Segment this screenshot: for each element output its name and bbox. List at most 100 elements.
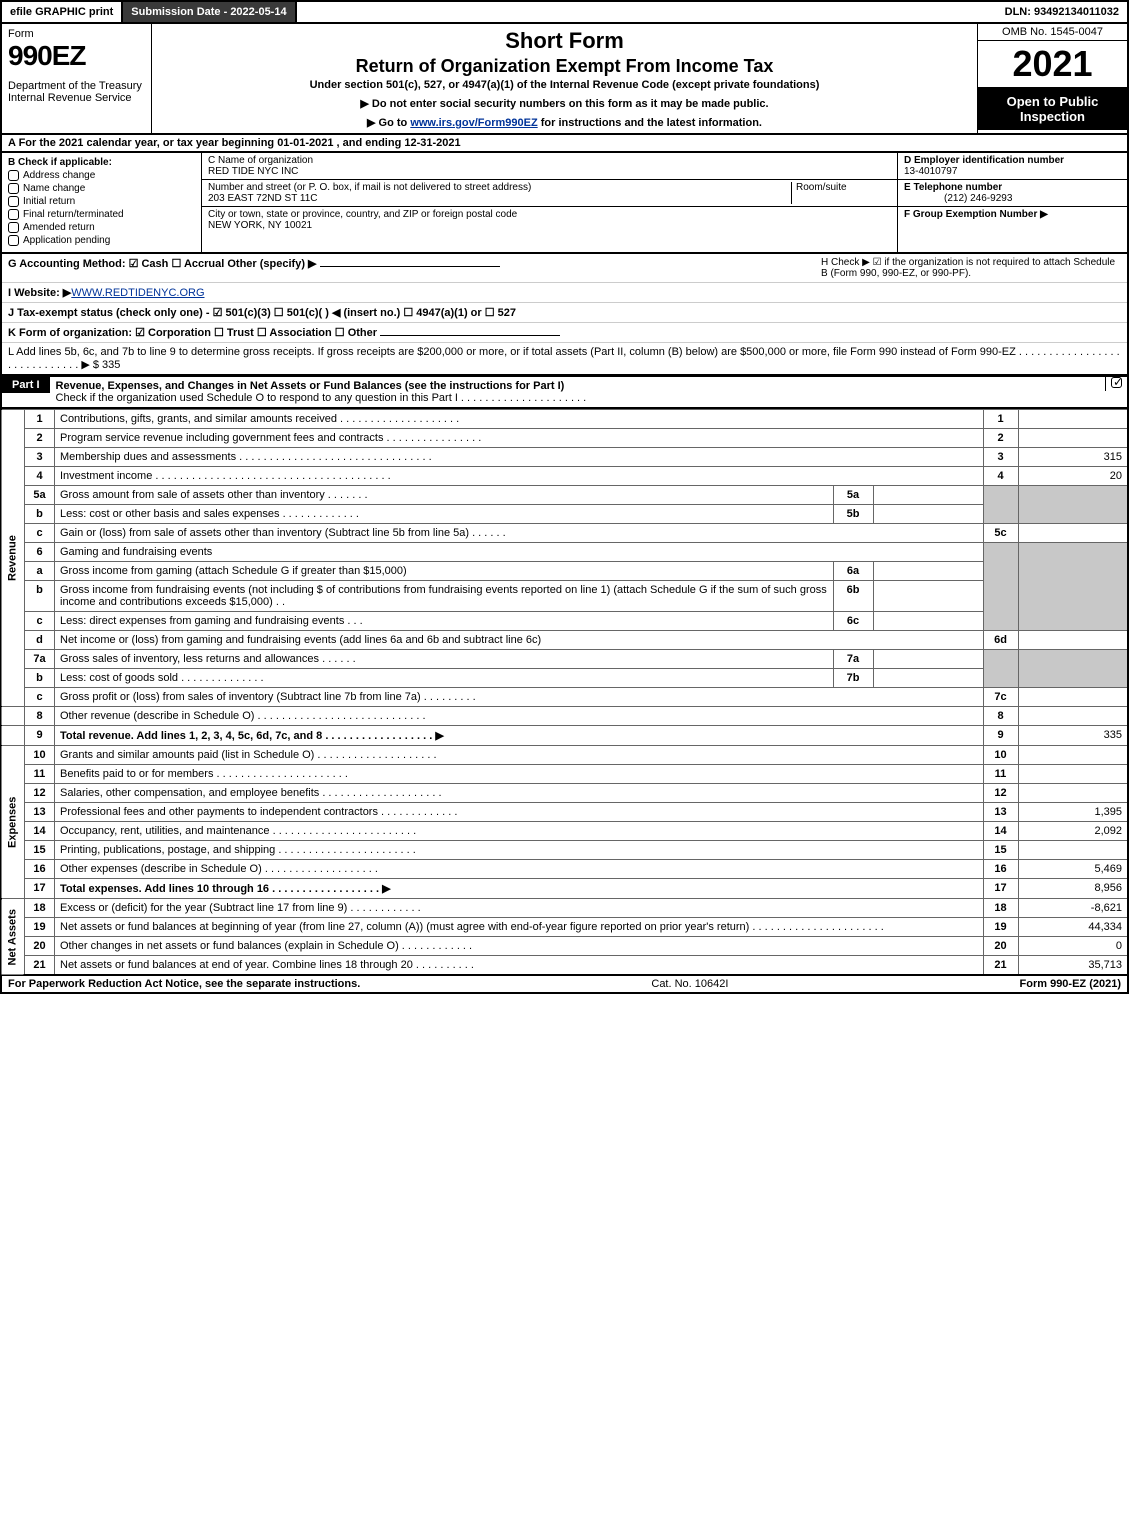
subval <box>873 505 983 524</box>
row-desc: Gross income from gaming (attach Schedul… <box>55 562 834 581</box>
row-val <box>1018 429 1128 448</box>
website-link[interactable]: WWW.REDTIDENYC.ORG <box>71 287 204 299</box>
group-exemption-label: F Group Exemption Number ▶ <box>904 209 1048 220</box>
row-val <box>1018 486 1128 524</box>
header-mid: Short Form Return of Organization Exempt… <box>152 24 977 133</box>
info-grid: B Check if applicable: Address change Na… <box>0 153 1129 254</box>
row-num: 7a <box>25 650 55 669</box>
row-val <box>1018 707 1128 726</box>
row-refnum: 13 <box>983 803 1018 822</box>
part-i-title: Revenue, Expenses, and Changes in Net As… <box>50 377 1105 407</box>
header-right: OMB No. 1545-0047 2021 Open to Public In… <box>977 24 1127 133</box>
org-name: RED TIDE NYC INC <box>208 166 298 177</box>
row-val: 335 <box>1018 726 1128 746</box>
line-j: J Tax-exempt status (check only one) - ☑… <box>2 303 1127 323</box>
row-desc: Gross sales of inventory, less returns a… <box>55 650 834 669</box>
row-num: b <box>25 505 55 524</box>
chk-name-change[interactable]: Name change <box>8 183 195 194</box>
row-desc: Gross income from fundraising events (no… <box>55 581 834 612</box>
part-i-header: Part I Revenue, Expenses, and Changes in… <box>0 376 1129 409</box>
sidetab-revenue: Revenue <box>1 410 25 707</box>
row-desc: Excess or (deficit) for the year (Subtra… <box>55 899 984 918</box>
row-refnum: 6d <box>983 631 1018 650</box>
org-name-label: C Name of organization <box>208 155 313 166</box>
row-val <box>1018 746 1128 765</box>
row-val: 1,395 <box>1018 803 1128 822</box>
chk-amended-return[interactable]: Amended return <box>8 222 195 233</box>
chk-address-change[interactable]: Address change <box>8 170 195 181</box>
header-left: Form 990EZ Department of the Treasury In… <box>2 24 152 133</box>
col-b: B Check if applicable: Address change Na… <box>2 153 202 252</box>
subcol: 5a <box>833 486 873 505</box>
checkbox-icon <box>8 183 19 194</box>
row-num: 6 <box>25 543 55 562</box>
row-num: c <box>25 688 55 707</box>
row-refnum <box>983 650 1018 688</box>
subtitle: Under section 501(c), 527, or 4947(a)(1)… <box>162 79 967 91</box>
row-refnum: 15 <box>983 841 1018 860</box>
row-desc: Total expenses. Add lines 10 through 16 … <box>55 879 984 899</box>
part-i-label: Part I <box>2 377 50 393</box>
topbar: efile GRAPHIC print Submission Date - 20… <box>0 0 1129 24</box>
row-desc: Grants and similar amounts paid (list in… <box>55 746 984 765</box>
row-num: d <box>25 631 55 650</box>
footer-left: For Paperwork Reduction Act Notice, see … <box>8 978 360 990</box>
row-val: 20 <box>1018 467 1128 486</box>
part-i-check-text: Check if the organization used Schedule … <box>56 392 587 404</box>
row-desc: Gross amount from sale of assets other t… <box>55 486 834 505</box>
row-refnum: 11 <box>983 765 1018 784</box>
row-num: 1 <box>25 410 55 429</box>
row-num: c <box>25 524 55 543</box>
irs-link[interactable]: www.irs.gov/Form990EZ <box>410 117 537 129</box>
row-num: 16 <box>25 860 55 879</box>
row-refnum: 21 <box>983 956 1018 976</box>
row-num: 9 <box>25 726 55 746</box>
subval <box>873 669 983 688</box>
row-refnum: 5c <box>983 524 1018 543</box>
row-val <box>1018 543 1128 631</box>
row-desc: Program service revenue including govern… <box>55 429 984 448</box>
city-label: City or town, state or province, country… <box>208 209 517 220</box>
department: Department of the Treasury Internal Reve… <box>8 80 145 104</box>
row-val <box>1018 410 1128 429</box>
chk-initial-return[interactable]: Initial return <box>8 196 195 207</box>
row-val <box>1018 688 1128 707</box>
checkbox-icon <box>8 209 19 220</box>
subval <box>873 562 983 581</box>
row-desc: Gain or (loss) from sale of assets other… <box>55 524 984 543</box>
line-k: K Form of organization: ☑ Corporation ☐ … <box>2 323 1127 343</box>
part-i-table: Revenue 1Contributions, gifts, grants, a… <box>0 409 1129 976</box>
lines-g-l: G Accounting Method: ☑ Cash ☐ Accrual Ot… <box>0 254 1129 376</box>
chk-application-pending[interactable]: Application pending <box>8 235 195 246</box>
row-num: 15 <box>25 841 55 860</box>
row-refnum: 10 <box>983 746 1018 765</box>
line-g: G Accounting Method: ☑ Cash ☐ Accrual Ot… <box>8 257 821 279</box>
ein: 13-4010797 <box>904 166 957 177</box>
row-desc: Investment income . . . . . . . . . . . … <box>55 467 984 486</box>
checkbox-icon <box>8 235 19 246</box>
efile-label: efile GRAPHIC print <box>2 2 123 22</box>
row-num: 2 <box>25 429 55 448</box>
row-num: 12 <box>25 784 55 803</box>
note-ssn: ▶ Do not enter social security numbers o… <box>162 97 967 110</box>
part-i-checkbox[interactable] <box>1105 377 1127 391</box>
subval <box>873 486 983 505</box>
row-val: 2,092 <box>1018 822 1128 841</box>
submission-date: Submission Date - 2022-05-14 <box>123 2 296 22</box>
ein-label: D Employer identification number <box>904 155 1064 166</box>
row-refnum: 8 <box>983 707 1018 726</box>
row-refnum: 16 <box>983 860 1018 879</box>
omb-number: OMB No. 1545-0047 <box>978 24 1127 41</box>
row-val: 315 <box>1018 448 1128 467</box>
row-refnum: 17 <box>983 879 1018 899</box>
ein-row: D Employer identification number 13-4010… <box>898 153 1127 180</box>
subcol: 5b <box>833 505 873 524</box>
row-desc: Net assets or fund balances at beginning… <box>55 918 984 937</box>
row-val <box>1018 524 1128 543</box>
footer-mid: Cat. No. 10642I <box>651 978 728 990</box>
row-desc: Salaries, other compensation, and employ… <box>55 784 984 803</box>
form-header: Form 990EZ Department of the Treasury In… <box>0 24 1129 135</box>
chk-final-return[interactable]: Final return/terminated <box>8 209 195 220</box>
row-val: 44,334 <box>1018 918 1128 937</box>
row-refnum: 1 <box>983 410 1018 429</box>
